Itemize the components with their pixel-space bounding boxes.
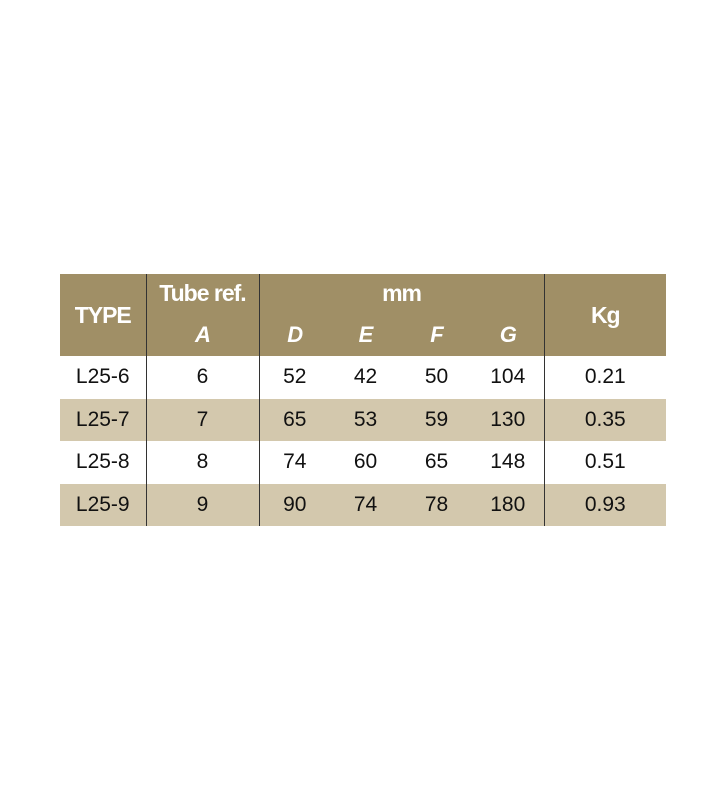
cell-g: 180 <box>472 483 545 526</box>
header-d: D <box>287 321 303 347</box>
header-e: E <box>358 321 374 347</box>
header-mm: mm <box>258 274 545 312</box>
table-row: L25-6 6 52 42 50 104 0.21 <box>60 356 667 399</box>
cell-e: 74 <box>330 483 401 526</box>
cell-a: 9 <box>145 483 259 526</box>
cell-type: L25-8 <box>75 450 130 474</box>
table-row: L25-8 8 74 60 65 148 0.51 <box>60 441 667 484</box>
header-kg: Kg <box>543 274 667 356</box>
cell-e: 60 <box>353 450 378 474</box>
header-a: A <box>195 321 211 347</box>
cell-e: 53 <box>330 398 401 441</box>
header-f: F <box>430 321 443 347</box>
cell-g: 104 <box>490 365 526 389</box>
cell-type: L25-6 <box>75 365 130 389</box>
cell-kg: 0.51 <box>543 441 667 484</box>
cell-f: 78 <box>401 483 472 526</box>
cell-d: 52 <box>258 356 330 399</box>
cell-f: 59 <box>401 398 472 441</box>
cell-f: 65 <box>424 450 449 474</box>
cell-a: 7 <box>145 398 259 441</box>
header-type: TYPE <box>60 274 146 356</box>
cell-a: 8 <box>145 441 259 484</box>
cell-d: 90 <box>258 483 330 526</box>
cell-a: 6 <box>145 356 259 399</box>
cell-d: 65 <box>258 398 330 441</box>
cell-g: 148 <box>490 450 526 474</box>
cell-f: 50 <box>424 365 449 389</box>
cell-type: L25-9 <box>60 483 146 526</box>
cell-g: 130 <box>472 398 545 441</box>
cell-kg: 0.35 <box>543 398 667 441</box>
table-row: L25-9 9 90 74 78 180 0.93 <box>60 483 667 526</box>
header-tube-ref: Tube ref. <box>145 274 259 312</box>
spec-table: TYPE Tube ref. mm Kg A D E F G L25-6 6 52 4… <box>60 274 667 526</box>
cell-e: 42 <box>353 365 378 389</box>
cell-kg: 0.93 <box>543 483 667 526</box>
table-row: L25-7 7 65 53 59 130 0.35 <box>60 398 667 441</box>
cell-kg: 0.21 <box>543 356 667 399</box>
cell-d: 74 <box>258 441 330 484</box>
header-g: G <box>499 321 517 347</box>
cell-type: L25-7 <box>60 398 146 441</box>
